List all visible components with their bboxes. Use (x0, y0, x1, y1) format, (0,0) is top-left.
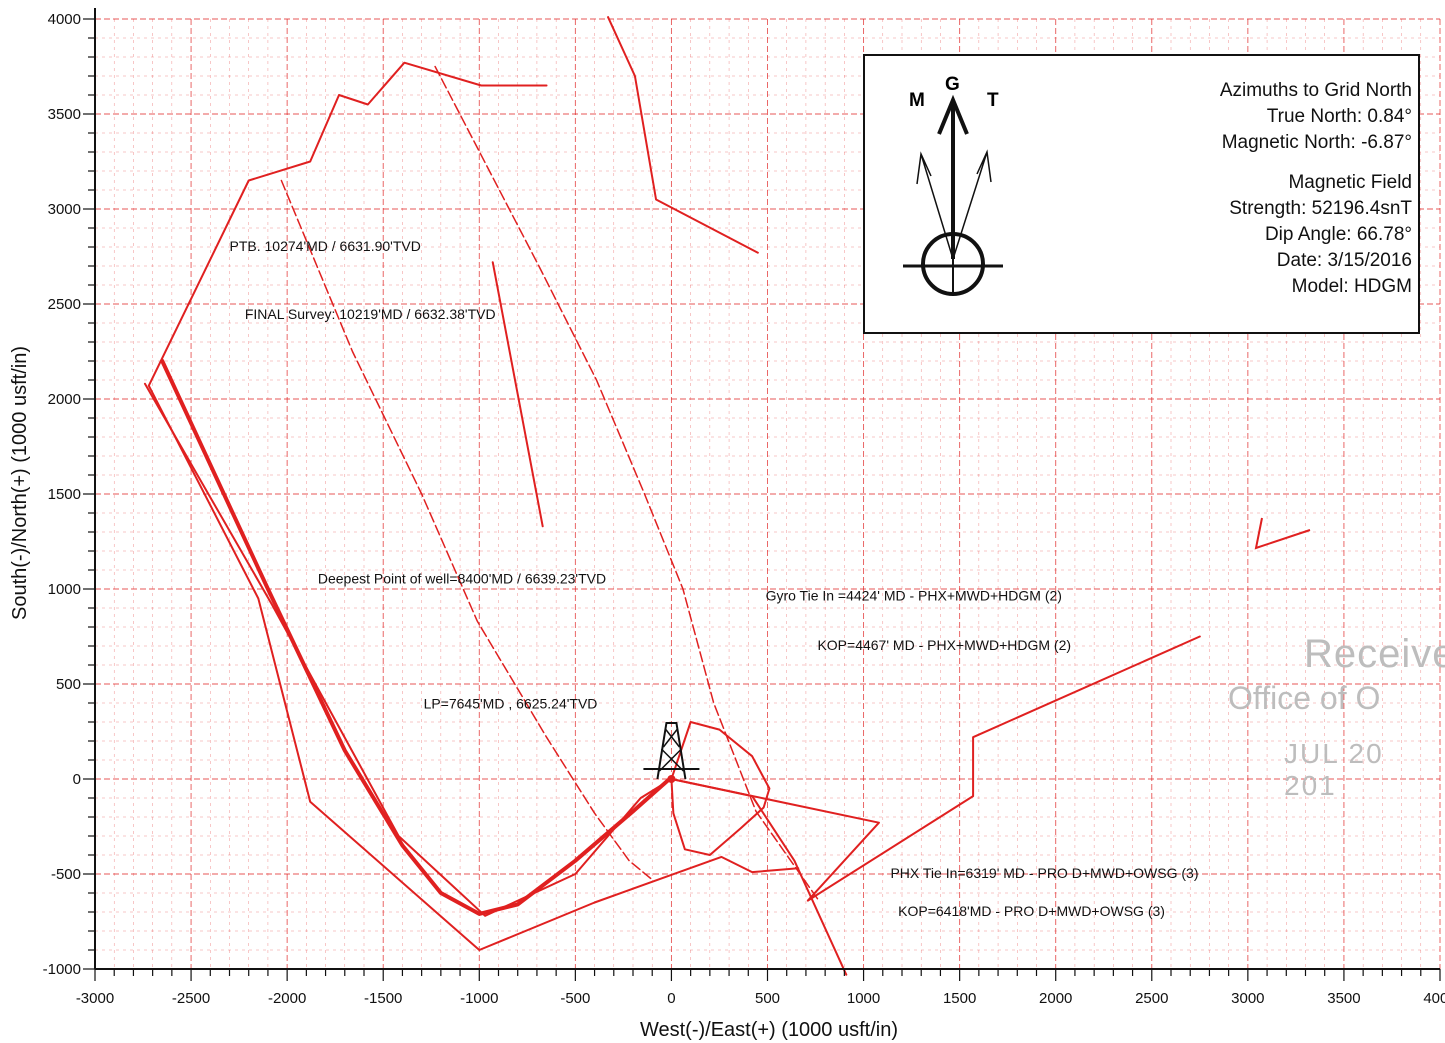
magnetic-north-label: M (909, 90, 925, 111)
series-west-long-line (143, 382, 673, 917)
x-tick-label: 2000 (1039, 990, 1072, 1007)
annotations: PTB. 10274'MD / 6631.90'TVD FINAL Survey:… (230, 238, 1199, 919)
series-long-dashed-east (434, 65, 819, 900)
y-axis-label: South(-)/North(+) (1000 usft/in) (9, 346, 31, 620)
annotation-label: Deepest Point of well=8400'MD / 6639.23'… (318, 570, 606, 586)
annotation-label: Gyro Tie In =4424' MD - PHX+MWD+HDGM (2) (766, 587, 1062, 603)
y-tick-label: -500 (51, 866, 81, 883)
x-axis-label: West(-)/East(+) (1000 usft/in) (640, 1019, 898, 1041)
received-stamp-line1: Receive (1304, 632, 1445, 676)
annotation-label: KOP=4467' MD - PHX+MWD+HDGM (2) (817, 637, 1071, 653)
y-tick-label: 4000 (48, 11, 81, 28)
y-tick-label: 500 (56, 676, 81, 693)
legend-spacer (1220, 156, 1412, 170)
x-tick-label: 4000 (1423, 990, 1445, 1007)
legend-line: Model: HDGM (1291, 276, 1412, 297)
series-main-wellpath (160, 359, 672, 916)
y-tick-label: 2500 (48, 296, 81, 313)
legend-line: Magnetic Field (1288, 172, 1412, 193)
y-tick-label: 3000 (48, 201, 81, 218)
y-tick-label: 1000 (48, 581, 81, 598)
legend-line: Azimuths to Grid North (1219, 80, 1412, 101)
rig-icon (643, 722, 700, 783)
y-tick-label: 2000 (48, 391, 81, 408)
true-north-label: T (987, 90, 999, 111)
legend-line: Dip Angle: 66.78° (1264, 224, 1412, 245)
series-east-to-2700 (670, 635, 1201, 902)
surface-location-marker (667, 775, 676, 783)
well-paths (143, 16, 1201, 976)
north-arrows-icon: M G T (903, 74, 1003, 296)
y-tick-label: 0 (73, 771, 81, 788)
series-short-line (491, 261, 544, 528)
x-tick-label: -1000 (460, 990, 498, 1007)
annotation-label: PHX Tie In=6319' MD - PRO D+MWD+OWSG (3) (890, 865, 1198, 881)
x-tick-label: 500 (755, 990, 780, 1007)
series-outline-north-loop (147, 61, 800, 951)
y-tick-label: 1500 (48, 486, 81, 503)
x-tick-label: 1000 (847, 990, 880, 1007)
x-tick-label: 0 (667, 990, 675, 1007)
rig-frame (656, 722, 687, 780)
received-stamp-line2: Office of O (1228, 680, 1381, 716)
grid-north-label: G (945, 74, 960, 95)
series-south-leg (670, 778, 848, 976)
annotation-label: FINAL Survey: 10219'MD / 6632.38'TVD (245, 306, 496, 322)
legend-line: True North: 0.84° (1266, 106, 1412, 127)
legend-line: Magnetic North: -6.87° (1221, 132, 1412, 153)
series-loop-around-rig (670, 721, 771, 856)
x-tick-label: -3000 (76, 990, 114, 1007)
x-tick-label: 3000 (1231, 990, 1264, 1007)
legend-line: Date: 3/15/2016 (1276, 250, 1412, 271)
legend-text: Azimuths to Grid North True North: 0.84°… (1220, 78, 1412, 300)
x-tick-label: -2500 (172, 990, 210, 1007)
x-tick-label: -1500 (364, 990, 402, 1007)
y-tick-label: -1000 (43, 961, 81, 978)
y-tick-label: 3500 (48, 106, 81, 123)
rig-bracing (658, 728, 684, 772)
x-tick-label: 3500 (1327, 990, 1360, 1007)
magnetic-legend: M G T Azimuths to Grid North True North:… (863, 54, 1420, 334)
legend-line: Strength: 52196.4snT (1229, 198, 1412, 219)
x-tick-label: 2500 (1135, 990, 1168, 1007)
annotation-label: PTB. 10274'MD / 6631.90'TVD (230, 238, 421, 254)
check-mark (1254, 517, 1311, 550)
annotation-label: KOP=6418'MD - PRO D+MWD+OWSG (3) (898, 903, 1165, 919)
axes: -3000 -2500 -2000 -1500 -1000 -500 0 500 1000 150… (43, 8, 1445, 1007)
x-tick-label: -500 (560, 990, 590, 1007)
x-tick-label: 1500 (943, 990, 976, 1007)
received-stamp-date: JUL 20 201 (1284, 738, 1384, 801)
annotation-label: LP=7645'MD , 6625.24'TVD (424, 696, 598, 712)
series-east-line-upper (607, 16, 759, 254)
x-tick-label: -2000 (268, 990, 306, 1007)
series-inner-dashed (280, 179, 653, 881)
